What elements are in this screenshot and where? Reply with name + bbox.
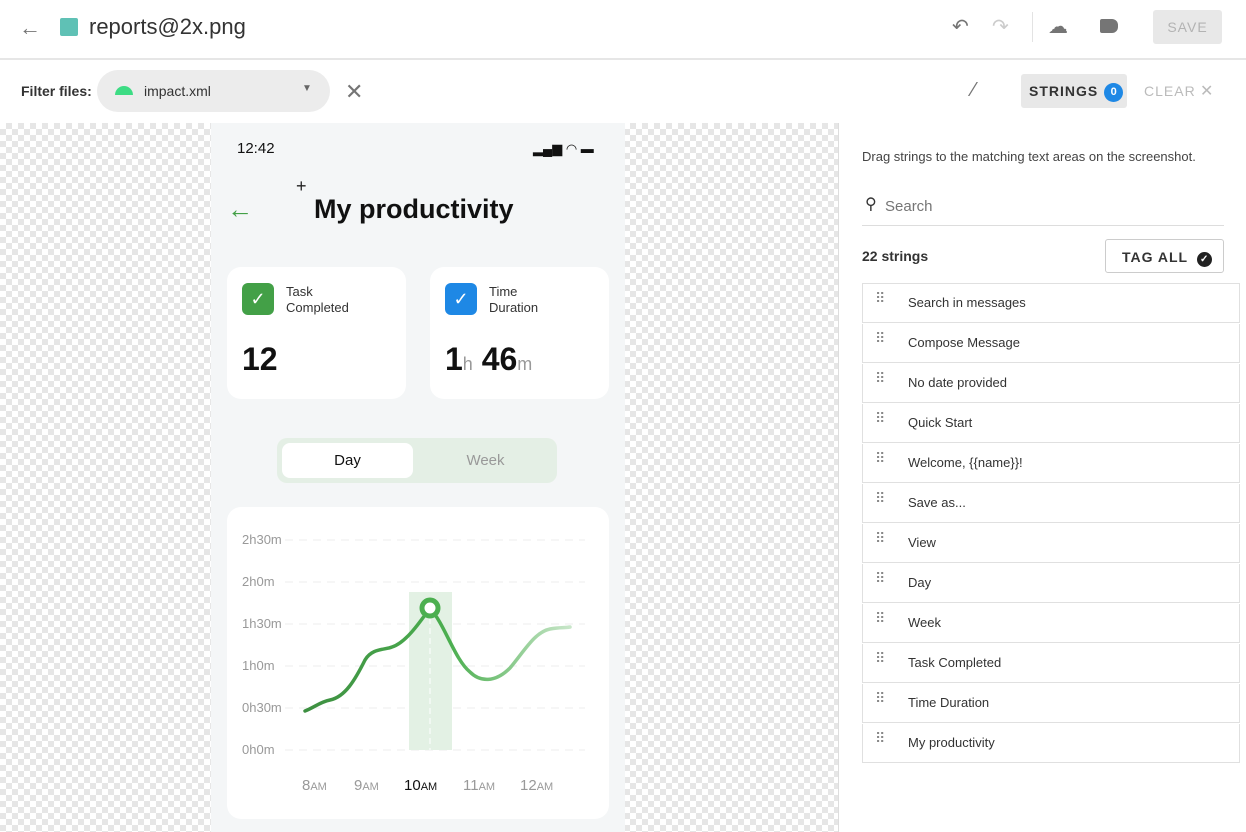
productivity-chart [285,539,585,751]
phone-title: My productivity [314,194,514,224]
tab-week[interactable]: Week [466,452,505,469]
x-tick: 9AM [354,777,379,794]
magic-wand-icon[interactable]: ⁄ [972,79,976,101]
x-tick-active: 10AM [404,777,438,794]
y-tick: 2h30m [242,532,282,547]
image-file-icon [60,18,78,36]
string-text: Welcome, {{name}}! [908,455,1023,470]
divider [1032,12,1033,42]
string-list-item[interactable]: ⠿ Time Duration [862,684,1240,723]
card-value: 1h 46m [445,341,533,377]
drag-handle-icon[interactable]: ⠿ [875,290,885,306]
cloud-upload-icon[interactable]: ☁ [1048,16,1068,38]
phone-back-icon: ← [227,194,253,224]
string-list-item[interactable]: ⠿ My productivity [862,724,1240,763]
card-label: Completed [286,300,349,315]
peak-point [419,597,441,619]
top-bar [0,0,1246,60]
label-tag-icon[interactable] [1100,19,1118,33]
string-text: Task Completed [908,655,1002,670]
selected-file: impact.xml [144,83,211,99]
drag-handle-icon[interactable]: ⠿ [875,570,885,586]
tag-all-button[interactable]: TAG ALL ✓ [1105,239,1224,273]
panel-hint: Drag strings to the matching text areas … [862,149,1196,164]
strings-button[interactable]: STRINGS 0 [1021,74,1127,108]
save-button[interactable]: SAVE [1153,10,1222,44]
x-tick: 12AM [520,777,554,794]
string-list-item[interactable]: ⠿ Day [862,564,1240,603]
string-text: Day [908,575,932,590]
strings-count: 22 strings [862,248,929,264]
divider [862,283,1240,284]
drag-handle-icon[interactable]: ⠿ [875,450,885,466]
undo-icon[interactable]: ↶ [952,16,969,38]
file-title: reports@2x.png [89,14,246,39]
card-label: Time [489,284,518,299]
time-duration-card: ✓ Time Duration 1h 46m [430,267,609,399]
y-tick: 0h30m [242,700,282,715]
string-text: Quick Start [908,415,973,430]
check-circle-icon: ✓ [1196,252,1212,267]
redo-icon[interactable]: ↷ [992,16,1009,38]
status-icons: ▂▄▆ ◠ ▬ [533,141,594,156]
drag-handle-icon[interactable]: ⠿ [875,530,885,546]
card-label: Task [286,284,313,299]
x-tick: 11AM [463,777,496,794]
drag-handle-icon[interactable]: ⠿ [875,730,885,746]
string-text: No date provided [908,375,1008,390]
y-tick: 0h0m [242,742,275,757]
y-tick: 1h0m [242,658,275,673]
card-label: Duration [489,300,539,315]
android-icon [115,86,133,95]
y-tick: 2h0m [242,574,275,589]
drag-handle-icon[interactable]: ⠿ [875,610,885,626]
drag-handle-icon[interactable]: ⠿ [875,650,885,666]
string-list-item[interactable]: ⠿ Week [862,604,1240,643]
task-completed-card: ✓ Task Completed 12 [227,267,406,399]
search-input[interactable] [885,195,1220,217]
drag-handle-icon[interactable]: ⠿ [875,490,885,506]
string-text: Compose Message [908,335,1020,350]
string-list-item[interactable]: ⠿ Save as... [862,484,1240,523]
check-icon: ✓ [242,283,274,315]
string-text: View [908,535,936,550]
string-list-item[interactable]: ⠿ Search in messages [862,284,1240,323]
drag-handle-icon[interactable]: ⠿ [875,690,885,706]
tab-day[interactable]: Day [282,443,413,478]
crosshair-icon: + [296,176,307,196]
string-text: Save as... [908,495,966,510]
back-arrow-icon[interactable]: ← [19,15,41,40]
drag-handle-icon[interactable]: ⠿ [875,370,885,386]
drag-handle-icon[interactable]: ⠿ [875,330,885,346]
strings-label: STRINGS [1029,83,1099,100]
string-text: Week [908,615,941,630]
string-text: My productivity [908,735,995,750]
x-tick: 8AM [302,777,327,794]
string-list-item[interactable]: ⠿ No date provided [862,364,1240,403]
search-icon: ⚲ [865,196,877,213]
search-underline [862,225,1224,226]
card-value: 12 [242,341,278,377]
clear-x-icon[interactable]: ✕ [1200,83,1214,100]
string-text: Search in messages [908,295,1026,310]
string-text: Time Duration [908,695,990,710]
clear-filter-icon[interactable]: ✕ [345,79,364,104]
status-time: 12:42 [237,140,275,157]
strings-panel [838,123,1246,832]
string-list-item[interactable]: ⠿ Compose Message [862,324,1240,363]
clear-button[interactable]: CLEAR [1144,83,1196,99]
string-list-item[interactable]: ⠿ Task Completed [862,644,1240,683]
filter-label: Filter files: [21,83,92,99]
strings-count-badge: 0 [1104,83,1124,102]
string-list-item[interactable]: ⠿ View [862,524,1240,563]
string-list-item[interactable]: ⠿ Welcome, {{name}}! [862,444,1240,483]
dropdown-arrow-icon: ▼ [302,83,312,94]
string-list-item[interactable]: ⠿ Quick Start [862,404,1240,443]
check-icon: ✓ [445,283,477,315]
file-filter-select[interactable]: impact.xml ▼ [97,70,330,112]
drag-handle-icon[interactable]: ⠿ [875,410,885,426]
y-tick: 1h30m [242,616,282,631]
